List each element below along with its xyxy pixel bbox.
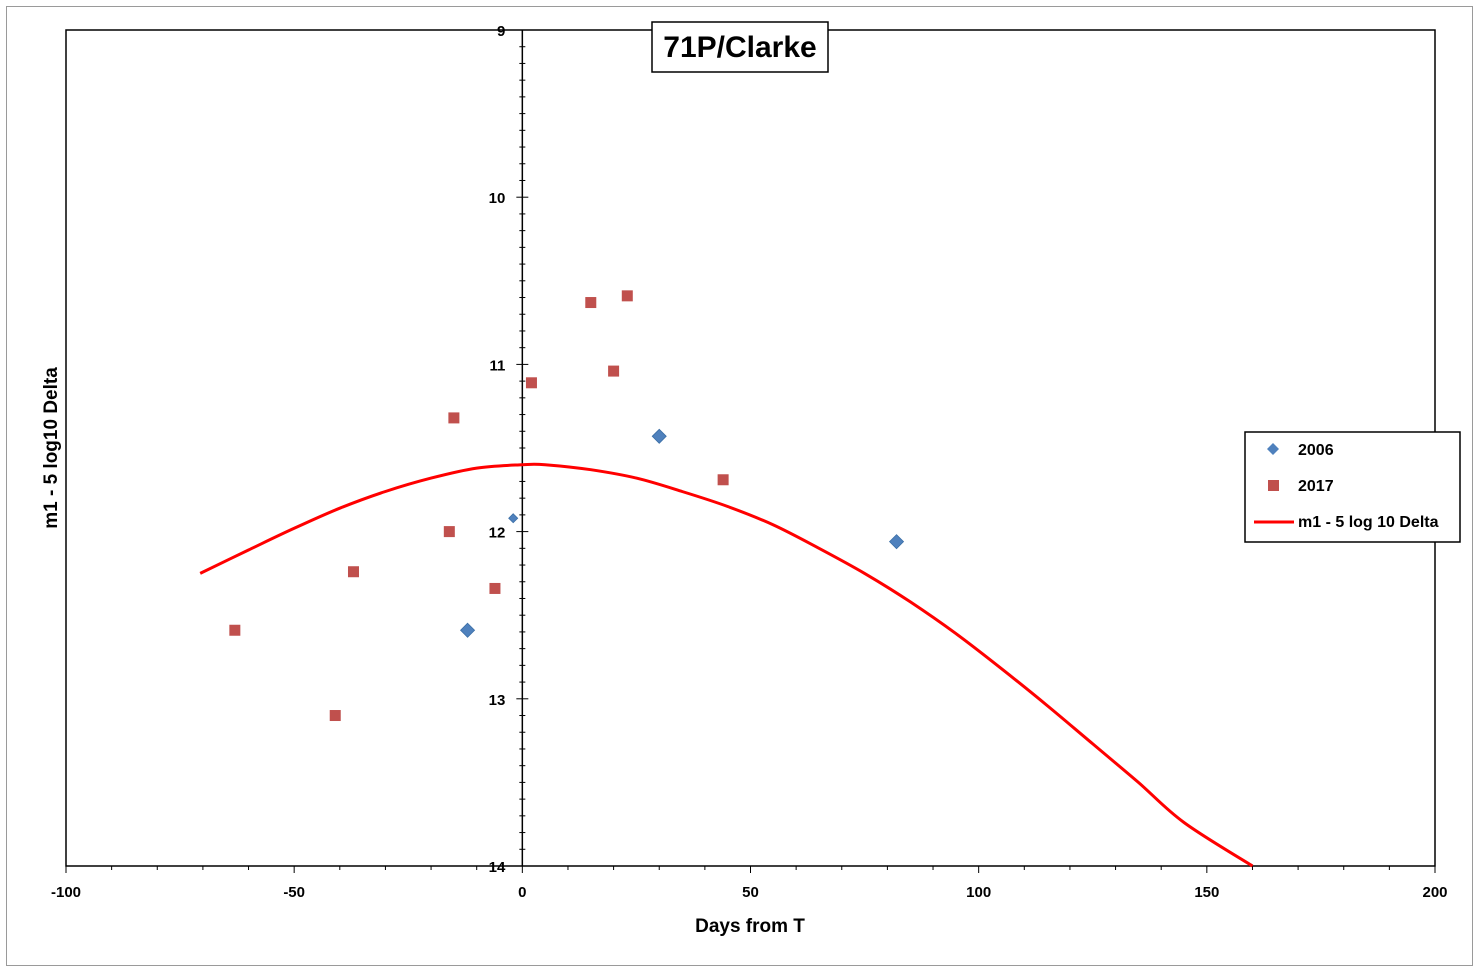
x-tick-label: 100: [966, 884, 991, 901]
line-layer: [199, 462, 1254, 868]
legend-item-2006: 2006: [1267, 442, 1334, 459]
legend-marker-2017: [1268, 480, 1279, 491]
point-2017-0: [229, 624, 241, 636]
x-tick-label: -100: [51, 884, 81, 901]
chart-title: 71P/Clarke: [663, 31, 816, 64]
y-tick-label: 12: [489, 525, 506, 542]
y-tick-label: 11: [489, 357, 505, 374]
legend-item-model-line: m1 - 5 log 10 Delta: [1254, 514, 1439, 531]
point-2017-8: [608, 365, 620, 377]
point-2017-6: [525, 377, 537, 389]
point-2017-1: [329, 710, 341, 722]
legend-label-2017: 2017: [1298, 478, 1334, 495]
x-tick-label: 50: [742, 884, 759, 901]
legend-frame: [1244, 431, 1461, 543]
series-line-model: [199, 462, 1254, 868]
y-tick-label: 13: [489, 692, 506, 709]
x-tick-label: 150: [1194, 884, 1219, 901]
marker-layer: [229, 290, 905, 722]
point-2017-2: [347, 566, 359, 578]
y-tick-label: 10: [489, 190, 506, 207]
x-tick-label: 0: [518, 884, 526, 901]
legend-label-model-line: m1 - 5 log 10 Delta: [1298, 514, 1439, 531]
point-2017-5: [489, 582, 501, 594]
legend-marker-2006: [1267, 443, 1279, 455]
y-axis-title: m1 - 5 log10 Delta: [41, 367, 62, 529]
chart-title-frame: [651, 21, 829, 73]
chart-title-box: 71P/Clarke: [651, 21, 829, 73]
point-2017-7: [585, 297, 597, 309]
point-2017-9: [621, 290, 633, 302]
y-tick-label: 9: [497, 23, 505, 40]
x-axis-title: Days from T: [695, 916, 805, 937]
point-2017-3: [443, 526, 455, 538]
point-2006-3: [888, 534, 905, 550]
legend-item-2017: 2017: [1268, 478, 1334, 495]
legend-label-2006: 2006: [1298, 442, 1334, 459]
x-tick-label: -50: [283, 884, 305, 901]
point-2017-10: [717, 474, 729, 486]
plot-area: [65, 29, 1436, 867]
y-tick-label: 14: [489, 859, 506, 876]
point-2006-1: [508, 513, 519, 524]
point-2006-0: [460, 622, 476, 638]
legend: 2006 2017 m1 - 5 log 10 Delta: [1244, 431, 1461, 543]
axes-layer: -100 -50 0 50 100 150 200 9 10 11 12 13 14: [51, 23, 1448, 901]
point-2017-4: [448, 412, 460, 424]
x-tick-label: 200: [1422, 884, 1447, 901]
point-2006-2: [651, 428, 667, 444]
